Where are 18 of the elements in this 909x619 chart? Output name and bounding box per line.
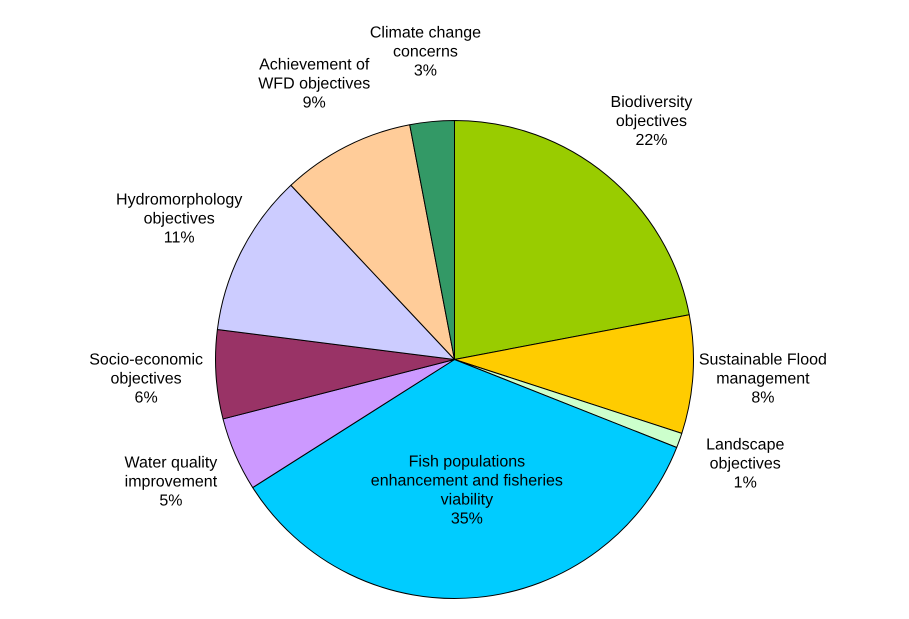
slice-label: Biodiversity objectives: [610, 94, 692, 130]
data-label: 35%: [450, 510, 483, 528]
slice-label: Landscape objectives: [706, 436, 784, 473]
slice-label: Climate change concerns: [370, 24, 482, 60]
slice-label: Sustainable Flood management: [698, 351, 827, 388]
slice-label: Socio-economic objectives: [89, 351, 204, 388]
data-label: 5%: [159, 492, 182, 510]
data-label: 22%: [635, 132, 668, 149]
slice-label: Achievement of WFD objectives: [258, 56, 370, 93]
data-label: 11%: [164, 230, 195, 247]
data-label: 6%: [134, 389, 158, 406]
slice-label: Hydromorphology objectives: [116, 192, 242, 228]
data-label: 8%: [751, 389, 774, 406]
slice-label: Fish populations enhancement and fisheries viability: [370, 453, 563, 508]
data-label: 9%: [302, 94, 326, 112]
data-label: 1%: [734, 474, 757, 492]
slice-label: Water quality improvement: [124, 454, 218, 491]
data-label: 3%: [414, 62, 437, 80]
